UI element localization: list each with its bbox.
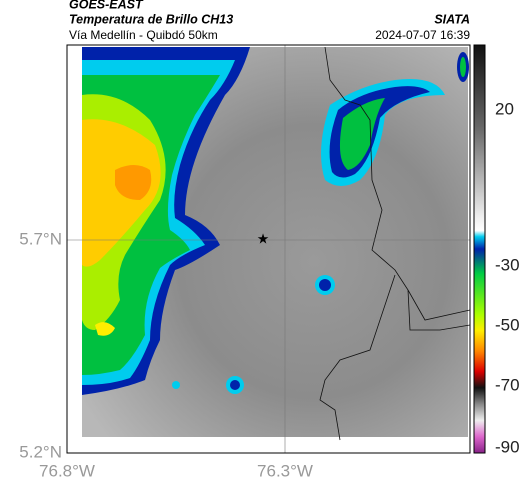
lat-label: 5.2°N (19, 442, 62, 461)
source: SIATA (434, 12, 470, 26)
map-area: ★ (66, 44, 471, 454)
satellite: GOES-EAST (69, 0, 144, 11)
lon-label: 76.8°W (39, 461, 95, 480)
colorbar-tick: -90 (495, 437, 520, 456)
colorbar-tick: -70 (495, 375, 520, 394)
lon-label: 76.3°W (257, 461, 313, 480)
timestamp: 2024-07-07 16:39 (375, 28, 470, 42)
colorbar-tick: -50 (495, 315, 520, 334)
colorbar-tick: -30 (495, 255, 520, 274)
lat-label: 5.7°N (19, 229, 62, 248)
subtitle: Vía Medellín - Quibdó 50km (69, 28, 218, 42)
colorbar (473, 44, 486, 454)
title: Temperatura de Brillo CH13 (69, 12, 233, 26)
svg-text:★: ★ (257, 231, 270, 247)
colorbar-tick: 20 (495, 99, 514, 118)
